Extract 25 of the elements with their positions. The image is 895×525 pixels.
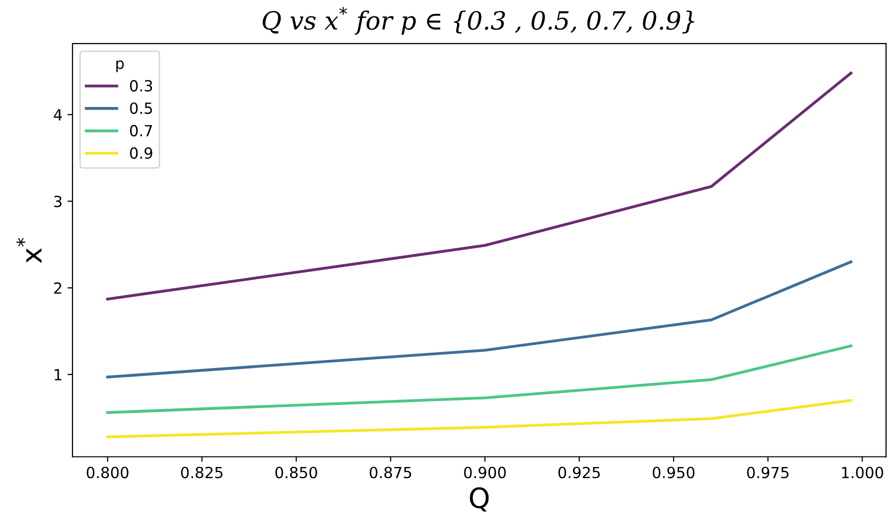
x-tick-label: 0.800 xyxy=(86,466,128,478)
legend-title: p xyxy=(116,60,124,72)
line-series xyxy=(106,344,852,414)
legend-label: 0.3 xyxy=(130,80,152,92)
x-tick-label: 0.875 xyxy=(370,466,412,478)
legend-label: 0.5 xyxy=(130,102,152,114)
legend-label: 0.7 xyxy=(130,124,152,136)
x-tick-label: 0.925 xyxy=(558,466,600,478)
chart-title: Q vs x$^{*}$ for p ∈ {0.3 , 0.5, 0.7, 0.9} xyxy=(262,6,694,35)
x-tick-label: 0.825 xyxy=(181,466,222,478)
x-tick-label: 0.850 xyxy=(275,466,318,478)
x-axis-title: Q xyxy=(470,487,489,512)
y-axis-title: x$^{*}$ xyxy=(16,238,42,263)
x-tick-label: 0.950 xyxy=(652,466,694,478)
y-tick-label: 2 xyxy=(54,282,62,294)
line-series xyxy=(106,260,852,378)
x-tick-label: 0.975 xyxy=(747,466,788,478)
y-tick-label: 1 xyxy=(54,369,62,380)
x-tick-label: 1.000 xyxy=(842,466,884,478)
legend-label: 0.9 xyxy=(130,147,152,159)
x-tick-label: 0.900 xyxy=(464,466,506,478)
y-tick-label: 3 xyxy=(54,196,62,208)
y-tick-label: 4 xyxy=(54,109,62,120)
line-series xyxy=(106,399,852,438)
line-series xyxy=(106,72,852,300)
